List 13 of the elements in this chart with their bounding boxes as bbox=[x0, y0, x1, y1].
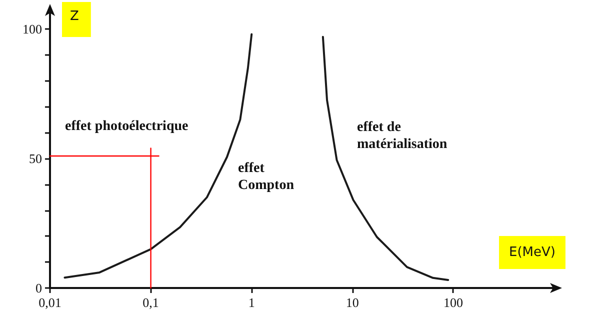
x-tick-label: 0,1 bbox=[142, 295, 159, 310]
y-tick-label: 50 bbox=[29, 151, 42, 166]
x-tick-label: 0,01 bbox=[38, 295, 62, 310]
y-axis-title: Z bbox=[70, 9, 79, 24]
x-tick-label: 10 bbox=[346, 295, 359, 310]
x-axis-title: E(MeV) bbox=[509, 245, 556, 260]
x-tick-label: 100 bbox=[443, 295, 463, 310]
annotation: effet Compton bbox=[238, 161, 294, 193]
y-tick-label: 100 bbox=[22, 22, 42, 37]
y-tick-label: 0 bbox=[36, 280, 42, 296]
annotation: effet photoélectrique bbox=[65, 119, 188, 134]
annotation: effet de matérialisation bbox=[357, 120, 448, 152]
x-tick-label: 1 bbox=[248, 295, 255, 310]
